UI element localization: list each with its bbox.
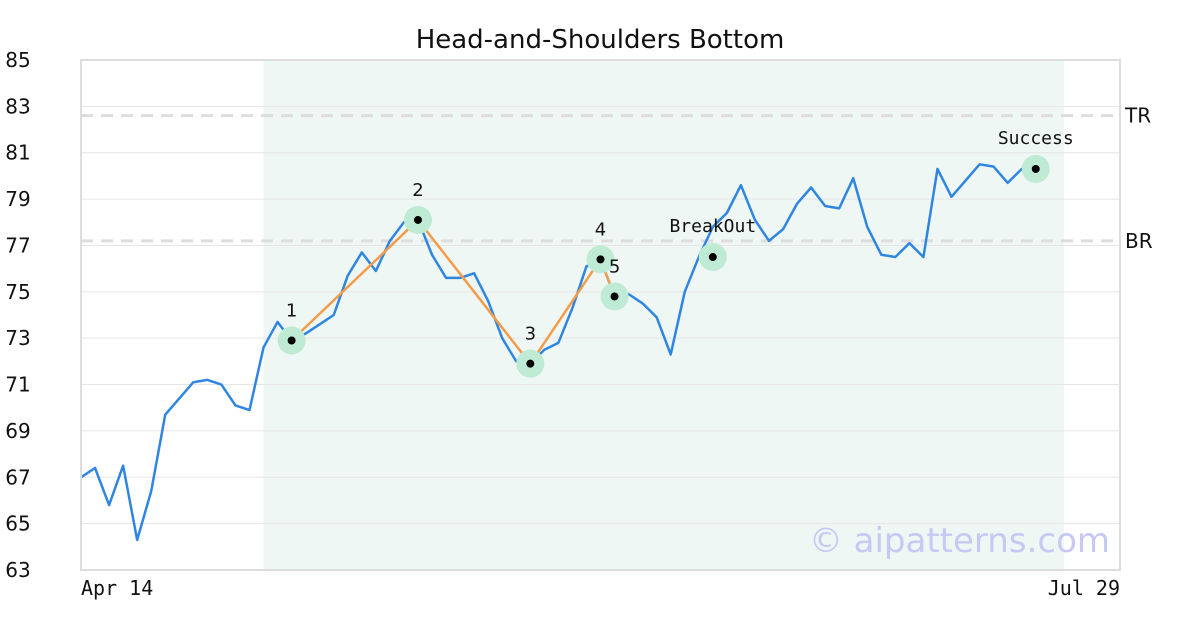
reference-lines-layer: TR BR <box>81 104 1153 253</box>
pattern-point-label-2: 2 <box>412 180 423 201</box>
pattern-zone-layer <box>263 60 1064 570</box>
pattern-point-label-4: 4 <box>595 219 606 240</box>
y-tick-label: 75 <box>5 280 30 304</box>
y-tick-label: 73 <box>5 326 30 350</box>
y-tick-label: 83 <box>5 94 30 118</box>
pattern-point-label-5: 5 <box>609 256 620 277</box>
price-series-line <box>80 163 1036 542</box>
pattern-point-5-dot <box>610 292 619 301</box>
y-tick-label: 81 <box>5 141 30 165</box>
y-tick-label: 77 <box>5 233 30 257</box>
pattern-point-1-dot <box>287 336 296 345</box>
series-layer <box>80 163 1036 542</box>
y-axis-ticks: 63 65 67 69 71 73 75 77 79 81 83 85 <box>5 48 30 582</box>
y-tick-label: 69 <box>5 419 30 443</box>
chart-title: Head-and-Shoulders Bottom <box>416 25 785 55</box>
y-tick-label: 85 <box>5 48 30 72</box>
marker-layer: 1 2 3 45 BreakOut Success <box>277 128 1074 378</box>
event-label-breakout: BreakOut <box>669 216 756 237</box>
pattern-zone <box>263 60 1064 570</box>
plot-frame <box>80 59 1121 571</box>
watermark: © aipatterns.com <box>809 521 1110 561</box>
y-tick-label: 63 <box>5 558 30 582</box>
reference-label-br: BR <box>1125 229 1153 253</box>
pattern-point-2-dot <box>413 215 422 224</box>
y-tick-label: 71 <box>5 373 30 397</box>
x-tick-label: Jul 29 <box>1048 576 1120 600</box>
reference-label-tr: TR <box>1124 104 1151 128</box>
event-label-success: Success <box>998 128 1074 149</box>
event-breakout-dot <box>708 253 717 262</box>
event-success-dot <box>1031 164 1040 173</box>
pattern-point-label-1: 1 <box>286 301 297 322</box>
y-tick-label: 79 <box>5 187 30 211</box>
pattern-point-3-dot <box>526 359 535 368</box>
y-tick-label: 65 <box>5 512 30 536</box>
x-axis-ticks: Apr 14 Jul 29 <box>81 576 1120 600</box>
y-tick-label: 67 <box>5 465 30 489</box>
x-tick-label: Apr 14 <box>81 576 153 600</box>
pattern-point-label-3: 3 <box>525 324 536 345</box>
pattern-point-4-dot <box>596 255 605 264</box>
